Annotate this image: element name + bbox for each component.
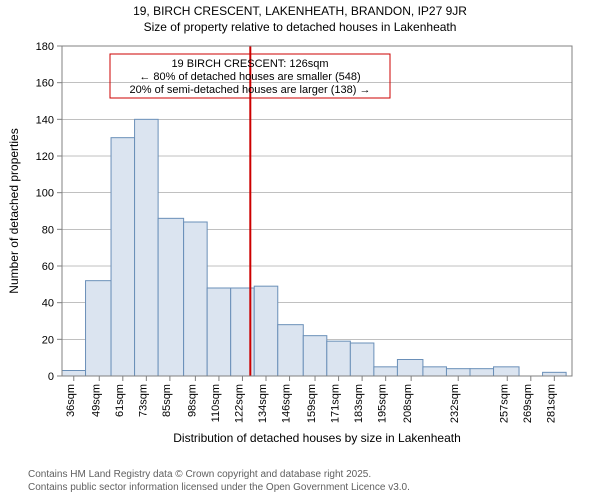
histogram-bar: [423, 367, 447, 376]
x-tick-label: 134sqm: [257, 384, 269, 423]
histogram-bar: [350, 343, 374, 376]
x-tick-label: 281sqm: [545, 384, 557, 423]
x-tick-label: 232sqm: [449, 384, 461, 423]
y-axis-label: Number of detached properties: [7, 128, 21, 293]
title-line-1: 19, BIRCH CRESCENT, LAKENHEATH, BRANDON,…: [0, 4, 600, 20]
svg-text:160: 160: [36, 78, 54, 90]
x-tick-label: 159sqm: [306, 384, 318, 423]
x-tick-label: 36sqm: [65, 384, 77, 417]
x-tick-label: 61sqm: [114, 384, 126, 417]
histogram-bar: [374, 367, 398, 376]
histogram-bar: [494, 367, 520, 376]
x-tick-label: 195sqm: [377, 384, 389, 423]
chart-title-block: 19, BIRCH CRESCENT, LAKENHEATH, BRANDON,…: [0, 0, 600, 35]
histogram-bar: [446, 369, 470, 376]
x-tick-label: 257sqm: [498, 384, 510, 423]
chart-container: 0 20 40 60 80 100 120 140 160 180 19 BIRCH CRESCEN…: [0, 38, 600, 450]
svg-text:80: 80: [42, 224, 54, 236]
histogram-bar: [86, 281, 112, 376]
histogram-bar: [303, 336, 327, 376]
svg-text:100: 100: [36, 188, 54, 200]
x-tick-label: 171sqm: [330, 384, 342, 423]
footer-line-1: Contains HM Land Registry data © Crown c…: [28, 469, 410, 482]
histogram-bar: [278, 325, 304, 376]
x-tick-label: 208sqm: [402, 384, 414, 423]
annotation-line-2: ← 80% of detached houses are smaller (54…: [139, 71, 360, 83]
histogram-chart: 0 20 40 60 80 100 120 140 160 180 19 BIRCH CRESCEN…: [0, 38, 600, 450]
x-tick-label: 110sqm: [210, 384, 222, 422]
x-tick-label: 49sqm: [90, 384, 102, 417]
histogram-bar: [184, 222, 208, 376]
svg-text:0: 0: [48, 371, 54, 383]
histogram-bar: [62, 371, 86, 377]
x-tick-label: 269sqm: [522, 384, 534, 423]
svg-text:20: 20: [42, 334, 54, 346]
svg-text:120: 120: [36, 151, 54, 163]
svg-text:140: 140: [36, 114, 54, 126]
x-tick-label: 183sqm: [353, 384, 365, 423]
histogram-bar: [543, 372, 567, 376]
attribution-footer: Contains HM Land Registry data © Crown c…: [28, 469, 410, 494]
histogram-bar: [111, 138, 135, 376]
histogram-bar: [397, 360, 423, 377]
x-tick-label: 146sqm: [281, 384, 293, 423]
x-tick-label: 85sqm: [161, 384, 173, 417]
svg-text:40: 40: [42, 298, 54, 310]
histogram-bar: [158, 218, 184, 376]
histogram-bar: [207, 288, 231, 376]
x-tick-label: 122sqm: [233, 384, 245, 423]
x-tick-label: 98sqm: [186, 384, 198, 417]
histogram-bar: [327, 341, 351, 376]
x-tick-label: 73sqm: [137, 384, 149, 417]
histogram-bar: [254, 286, 278, 376]
svg-text:60: 60: [42, 261, 54, 273]
footer-line-2: Contains public sector information licen…: [28, 482, 410, 495]
svg-text:180: 180: [36, 41, 54, 53]
histogram-bar: [135, 119, 159, 376]
annotation-line-1: 19 BIRCH CRESCENT: 126sqm: [171, 58, 328, 70]
title-line-2: Size of property relative to detached ho…: [0, 20, 600, 36]
annotation-line-3: 20% of semi-detached houses are larger (…: [130, 84, 371, 96]
x-axis-label: Distribution of detached houses by size …: [173, 431, 461, 445]
histogram-bar: [470, 369, 494, 376]
